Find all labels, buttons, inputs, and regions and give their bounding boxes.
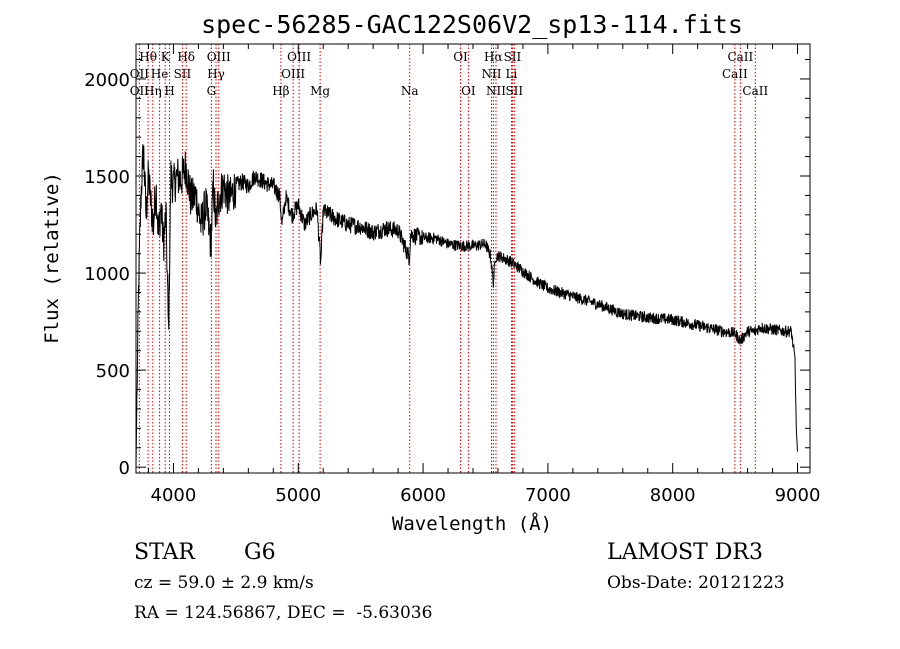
y-tick-label-0: 0 (119, 458, 130, 479)
line-label-OII: OII (130, 67, 150, 81)
line-label-SII: SII (505, 84, 523, 98)
y-tick-label-1000: 1000 (84, 264, 130, 285)
spectrum-line (135, 144, 798, 468)
chart-title: spec-56285-GAC122S06V2_sp13-114.fits (201, 10, 743, 39)
line-label-Hγ: Hγ (207, 67, 225, 81)
ra-dec-coordinates: RA = 124.56867, DEC = -5.63036 (134, 603, 433, 623)
line-label-Na: Na (401, 84, 419, 98)
x-tick-label-7000: 7000 (525, 485, 571, 506)
y-axis-label: Flux (relative) (41, 172, 63, 344)
line-label-CaII: CaII (727, 50, 753, 64)
line-label-Mg: Mg (310, 84, 330, 98)
line-label-NII: NII (486, 84, 506, 98)
line-label-Hβ: Hβ (272, 84, 289, 98)
survey-release: LAMOST DR3 (607, 540, 763, 565)
line-label-H: H (164, 84, 174, 98)
x-tick-label-9000: 9000 (775, 485, 821, 506)
object-class: STAR (134, 540, 195, 565)
object-subclass: G6 (244, 540, 276, 565)
redshift-velocity: cz = 59.0 ± 2.9 km/s (134, 573, 314, 593)
line-label-CaII: CaII (742, 84, 768, 98)
line-label-OIII: OIII (281, 67, 305, 81)
line-label-OIII: OIII (207, 50, 231, 64)
line-label-OI: OI (453, 50, 468, 64)
line-label-Li: Li (506, 67, 518, 81)
line-label-SII: SII (174, 67, 192, 81)
line-label-OIII: OIII (287, 50, 311, 64)
observation-date: Obs-Date: 20121223 (607, 573, 785, 593)
line-label-Hη: Hη (144, 84, 162, 98)
line-label-SII: SII (504, 50, 522, 64)
line-label-Hα: Hα (484, 50, 503, 64)
line-label-CaII: CaII (722, 67, 748, 81)
line-label-He: He (151, 67, 169, 81)
x-tick-label-4000: 4000 (151, 485, 197, 506)
x-tick-label-6000: 6000 (400, 485, 446, 506)
x-tick-label-5000: 5000 (275, 485, 321, 506)
y-tick-label-2000: 2000 (84, 70, 130, 91)
plot-area: 4000 5000 6000 7000 8000 9000 0 500 1000 1500 2000… (84, 43, 821, 506)
y-tick-label-1500: 1500 (84, 167, 130, 188)
line-label-OI: OI (461, 84, 476, 98)
line-label-Hδ: Hδ (177, 50, 195, 64)
line-label-K: K (161, 50, 171, 64)
line-label-OII: OII (130, 84, 150, 98)
plot-frame (135, 43, 811, 474)
line-label-NII: NII (481, 67, 501, 81)
y-tick-label-500: 500 (96, 361, 130, 382)
line-label-Hθ: Hθ (139, 50, 157, 64)
x-tick-label-8000: 8000 (650, 485, 696, 506)
x-axis-label: Wavelength (Å) (392, 512, 552, 535)
line-label-G: G (207, 84, 217, 98)
